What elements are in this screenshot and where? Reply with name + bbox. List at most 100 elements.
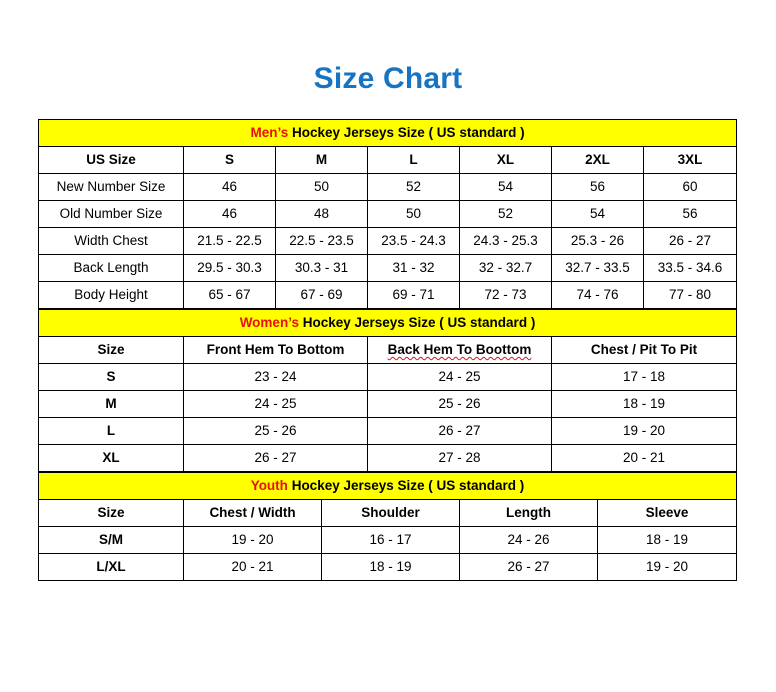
table-row: S 23 - 24 24 - 25 17 - 18 bbox=[38, 363, 737, 391]
table-row: Body Height 65 - 67 67 - 69 69 - 71 72 -… bbox=[38, 281, 738, 309]
mens-cell: 33.5 - 34.6 bbox=[642, 254, 738, 282]
mens-cell: 25.3 - 26 bbox=[551, 227, 644, 255]
mens-cell: 26 - 27 bbox=[642, 227, 738, 255]
table-row: Width Chest 21.5 - 22.5 22.5 - 23.5 23.5… bbox=[38, 227, 738, 255]
table-row: L 25 - 26 26 - 27 19 - 20 bbox=[38, 417, 737, 445]
mens-cell: 52 bbox=[367, 173, 460, 201]
youth-cell: 24 - 26 bbox=[459, 526, 598, 554]
table-row: Old Number Size 46 48 50 52 54 56 bbox=[38, 200, 738, 228]
youth-cell: 16 - 17 bbox=[321, 526, 460, 554]
misspelled-header-text: Back Hem To Boottom bbox=[387, 342, 532, 357]
size-chart-tables: Men’s Hockey Jerseys Size ( US standard … bbox=[37, 119, 738, 581]
womens-size-table: Women’s Hockey Jerseys Size ( US standar… bbox=[38, 309, 737, 472]
mens-section-banner: Men’s Hockey Jerseys Size ( US standard … bbox=[37, 119, 738, 147]
mens-cell: 74 - 76 bbox=[551, 281, 644, 309]
womens-cell: 19 - 20 bbox=[551, 417, 737, 445]
youth-banner-rest: Hockey Jerseys Size ( US standard ) bbox=[287, 478, 525, 493]
table-row: S/M 19 - 20 16 - 17 24 - 26 18 - 19 bbox=[38, 526, 737, 554]
mens-col-header: L bbox=[367, 146, 460, 174]
mens-cell: 56 bbox=[642, 200, 738, 228]
mens-col-header: XL bbox=[459, 146, 552, 174]
mens-cell: 21.5 - 22.5 bbox=[183, 227, 276, 255]
mens-cell: 22.5 - 23.5 bbox=[275, 227, 368, 255]
table-row: Back Length 29.5 - 30.3 30.3 - 31 31 - 3… bbox=[38, 254, 738, 282]
womens-col-header: Front Hem To Bottom bbox=[183, 336, 368, 364]
mens-cell: 54 bbox=[459, 173, 552, 201]
youth-col-header: Length bbox=[459, 499, 598, 527]
mens-row-label: Body Height bbox=[38, 281, 184, 309]
mens-cell: 48 bbox=[275, 200, 368, 228]
womens-cell: 24 - 25 bbox=[183, 390, 368, 418]
mens-col-header: M bbox=[275, 146, 368, 174]
mens-banner-highlight: Men’s bbox=[250, 125, 289, 140]
mens-cell: 72 - 73 bbox=[459, 281, 552, 309]
mens-cell: 54 bbox=[551, 200, 644, 228]
womens-row-label: M bbox=[38, 390, 184, 418]
womens-col-header: Back Hem To Boottom bbox=[367, 336, 552, 364]
youth-row-label: S/M bbox=[38, 526, 184, 554]
youth-size-table: Youth Hockey Jerseys Size ( US standard … bbox=[38, 472, 737, 581]
mens-row-label: Back Length bbox=[38, 254, 184, 282]
youth-cell: 20 - 21 bbox=[183, 553, 322, 581]
mens-size-table: Men’s Hockey Jerseys Size ( US standard … bbox=[37, 119, 738, 309]
mens-band-row: Men’s Hockey Jerseys Size ( US standard … bbox=[37, 119, 738, 147]
mens-cell: 23.5 - 24.3 bbox=[367, 227, 460, 255]
youth-col-header: Shoulder bbox=[321, 499, 460, 527]
womens-cell: 25 - 26 bbox=[367, 390, 552, 418]
youth-cell: 26 - 27 bbox=[459, 553, 598, 581]
table-row: XL 26 - 27 27 - 28 20 - 21 bbox=[38, 444, 737, 472]
table-row: New Number Size 46 50 52 54 56 60 bbox=[38, 173, 738, 201]
mens-cell: 31 - 32 bbox=[367, 254, 460, 282]
womens-cell: 17 - 18 bbox=[551, 363, 737, 391]
table-row: M 24 - 25 25 - 26 18 - 19 bbox=[38, 390, 737, 418]
youth-band-row: Youth Hockey Jerseys Size ( US standard … bbox=[38, 472, 737, 500]
womens-cell: 26 - 27 bbox=[183, 444, 368, 472]
womens-col-header: Chest / Pit To Pit bbox=[551, 336, 737, 364]
womens-banner-highlight: Women’s bbox=[239, 315, 299, 330]
mens-header-row: US Size S M L XL 2XL 3XL bbox=[38, 146, 738, 174]
youth-header-row: Size Chest / Width Shoulder Length Sleev… bbox=[38, 499, 737, 527]
youth-section-banner: Youth Hockey Jerseys Size ( US standard … bbox=[38, 472, 737, 500]
womens-header-row: Size Front Hem To Bottom Back Hem To Boo… bbox=[38, 336, 737, 364]
mens-cell: 30.3 - 31 bbox=[275, 254, 368, 282]
mens-cell: 67 - 69 bbox=[275, 281, 368, 309]
womens-cell: 20 - 21 bbox=[551, 444, 737, 472]
youth-col-header: Size bbox=[38, 499, 184, 527]
womens-cell: 18 - 19 bbox=[551, 390, 737, 418]
mens-cell: 29.5 - 30.3 bbox=[183, 254, 276, 282]
youth-col-header: Sleeve bbox=[597, 499, 737, 527]
table-row: L/XL 20 - 21 18 - 19 26 - 27 19 - 20 bbox=[38, 553, 737, 581]
mens-row-label: New Number Size bbox=[38, 173, 184, 201]
womens-row-label: XL bbox=[38, 444, 184, 472]
page-title: Size Chart bbox=[313, 62, 463, 95]
mens-col-header: S bbox=[183, 146, 276, 174]
womens-cell: 27 - 28 bbox=[367, 444, 552, 472]
youth-col-header: Chest / Width bbox=[183, 499, 322, 527]
womens-cell: 23 - 24 bbox=[183, 363, 368, 391]
mens-cell: 46 bbox=[183, 200, 276, 228]
youth-cell: 19 - 20 bbox=[597, 553, 737, 581]
mens-cell: 46 bbox=[183, 173, 276, 201]
womens-banner-rest: Hockey Jerseys Size ( US standard ) bbox=[298, 315, 536, 330]
mens-cell: 60 bbox=[642, 173, 738, 201]
mens-cell: 50 bbox=[367, 200, 460, 228]
youth-row-label: L/XL bbox=[38, 553, 184, 581]
mens-cell: 56 bbox=[551, 173, 644, 201]
womens-col-header: Size bbox=[38, 336, 184, 364]
mens-cell: 32.7 - 33.5 bbox=[551, 254, 644, 282]
youth-banner-highlight: Youth bbox=[250, 478, 288, 493]
mens-cell: 77 - 80 bbox=[642, 281, 738, 309]
youth-cell: 19 - 20 bbox=[183, 526, 322, 554]
mens-cell: 69 - 71 bbox=[367, 281, 460, 309]
womens-cell: 26 - 27 bbox=[367, 417, 552, 445]
womens-row-label: L bbox=[38, 417, 184, 445]
mens-row-label: Width Chest bbox=[38, 227, 184, 255]
womens-cell: 25 - 26 bbox=[183, 417, 368, 445]
mens-cell: 50 bbox=[275, 173, 368, 201]
womens-row-label: S bbox=[38, 363, 184, 391]
mens-banner-rest: Hockey Jerseys Size ( US standard ) bbox=[288, 125, 525, 140]
mens-row-label: Old Number Size bbox=[38, 200, 184, 228]
womens-section-banner: Women’s Hockey Jerseys Size ( US standar… bbox=[38, 309, 737, 337]
womens-band-row: Women’s Hockey Jerseys Size ( US standar… bbox=[38, 309, 737, 337]
